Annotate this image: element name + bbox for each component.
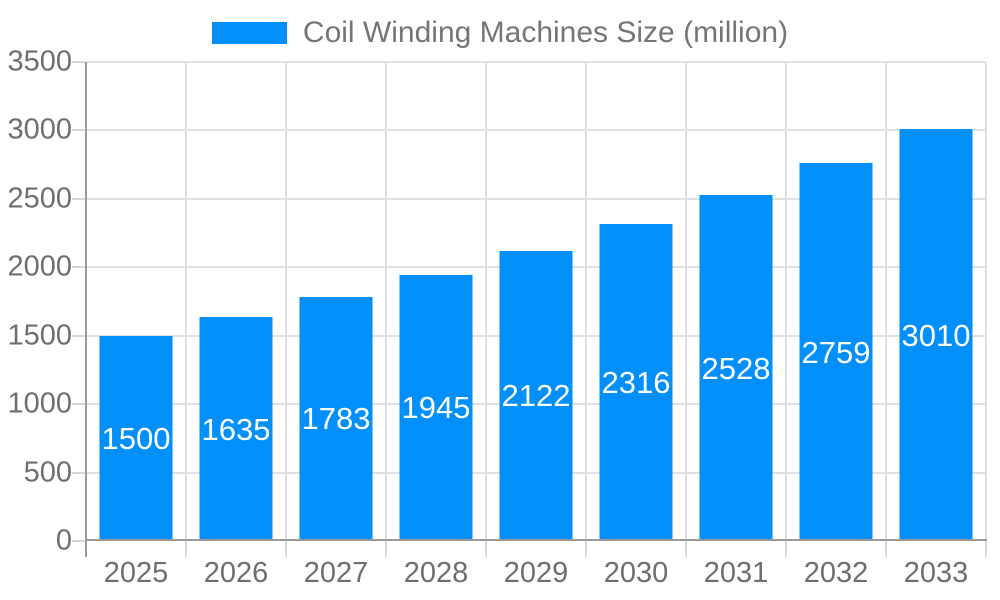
x-axis-tick (785, 541, 787, 557)
bars-row: 1500 1635 1783 1945 2122 2316 2528 2759 3010 (86, 62, 986, 541)
x-axis-ticks (86, 541, 987, 557)
v-gridline (185, 62, 187, 541)
bar[interactable]: 2316 (599, 224, 673, 541)
h-gridline (86, 61, 986, 63)
bar-cell: 1783 (286, 62, 386, 541)
x-axis-label: 2032 (803, 557, 869, 589)
x-axis-label: 2029 (503, 557, 569, 589)
plot-area: 1500 1635 1783 1945 2122 2316 2528 2759 3010 (86, 61, 987, 541)
y-axis-tick (72, 334, 86, 337)
y-axis-line (85, 62, 87, 557)
x-axis-tick (185, 541, 187, 557)
bar-value-label: 2316 (601, 365, 671, 401)
bar-value-label: 1783 (301, 401, 371, 437)
y-axis-label: 500 (23, 456, 72, 489)
bar-cell: 3010 (886, 62, 986, 541)
bar-cell: 2528 (686, 62, 786, 541)
v-gridline (285, 62, 287, 541)
y-axis-tick (72, 266, 86, 269)
x-axis-tick (285, 541, 287, 557)
v-gridline (384, 62, 387, 541)
y-axis-label: 3500 (7, 45, 72, 78)
bar-cell: 2122 (486, 62, 586, 541)
x-axis-line (86, 539, 987, 541)
bar-value-label: 3010 (901, 317, 971, 353)
x-axis-tick (485, 541, 487, 557)
v-gridline (785, 62, 787, 541)
x-axis-label: 2027 (303, 557, 369, 589)
y-axis-label: 2000 (7, 250, 72, 283)
bar-value-label: 2759 (801, 334, 871, 370)
x-axis-label: 2033 (903, 557, 969, 589)
y-axis-label: 0 (55, 524, 72, 557)
h-gridline (86, 197, 986, 200)
bar-value-label: 2122 (501, 378, 571, 414)
bar-value-label: 2528 (701, 350, 771, 386)
bar-cell: 1945 (386, 62, 486, 541)
x-axis-tick (585, 541, 587, 557)
bar-cell: 1500 (86, 62, 186, 541)
y-axis-label: 1000 (7, 387, 72, 420)
v-gridline (684, 62, 687, 541)
bar[interactable]: 2759 (799, 163, 873, 541)
bar-cell: 1635 (186, 62, 286, 541)
bar[interactable]: 1945 (399, 274, 473, 541)
bar-cell: 2316 (586, 62, 686, 541)
y-axis-labels: 0 500 1000 1500 2000 2500 3000 3500 (0, 47, 72, 555)
bar[interactable]: 1783 (299, 296, 373, 541)
x-axis-labels: 2025 2026 2027 2028 2029 2030 2031 2032 2033 (86, 559, 986, 588)
x-axis-label: 2025 (103, 557, 169, 589)
y-axis-tick (72, 403, 86, 406)
x-axis-label: 2031 (703, 557, 769, 589)
v-gridline (885, 62, 887, 541)
bar-value-label: 1635 (201, 411, 271, 447)
legend-marker-icon (211, 22, 287, 44)
bar[interactable]: 3010 (899, 129, 973, 541)
x-axis-tick (684, 541, 687, 557)
v-gridline (585, 62, 587, 541)
y-axis-label: 1500 (7, 319, 72, 352)
bar[interactable]: 2122 (499, 250, 573, 541)
y-axis-tick (72, 61, 86, 63)
x-axis-label: 2026 (203, 557, 269, 589)
bar-value-label: 1945 (401, 390, 471, 426)
y-axis-tick (72, 129, 86, 132)
legend-item[interactable]: Coil Winding Machines Size (million) (0, 18, 1000, 48)
y-axis-label: 2500 (7, 182, 72, 215)
v-gridline (985, 62, 987, 541)
h-gridline (86, 129, 986, 132)
bar[interactable]: 2528 (699, 195, 773, 541)
y-axis-tick (72, 471, 86, 474)
y-axis-tick (72, 540, 86, 542)
y-axis-label: 3000 (7, 113, 72, 146)
x-axis-label: 2028 (403, 557, 469, 589)
bar-cell: 2759 (786, 62, 886, 541)
bar[interactable]: 1500 (99, 335, 173, 541)
v-gridline (485, 62, 487, 541)
legend-label: Coil Winding Machines Size (million) (302, 16, 789, 49)
y-axis-tick (72, 197, 86, 200)
bar-value-label: 1500 (101, 420, 171, 456)
x-axis-label: 2030 (603, 557, 669, 589)
x-axis-tick (985, 541, 987, 557)
x-axis-tick (885, 541, 887, 557)
x-axis-tick (384, 541, 387, 557)
y-axis-ticks (72, 61, 86, 542)
bar[interactable]: 1635 (199, 317, 273, 541)
